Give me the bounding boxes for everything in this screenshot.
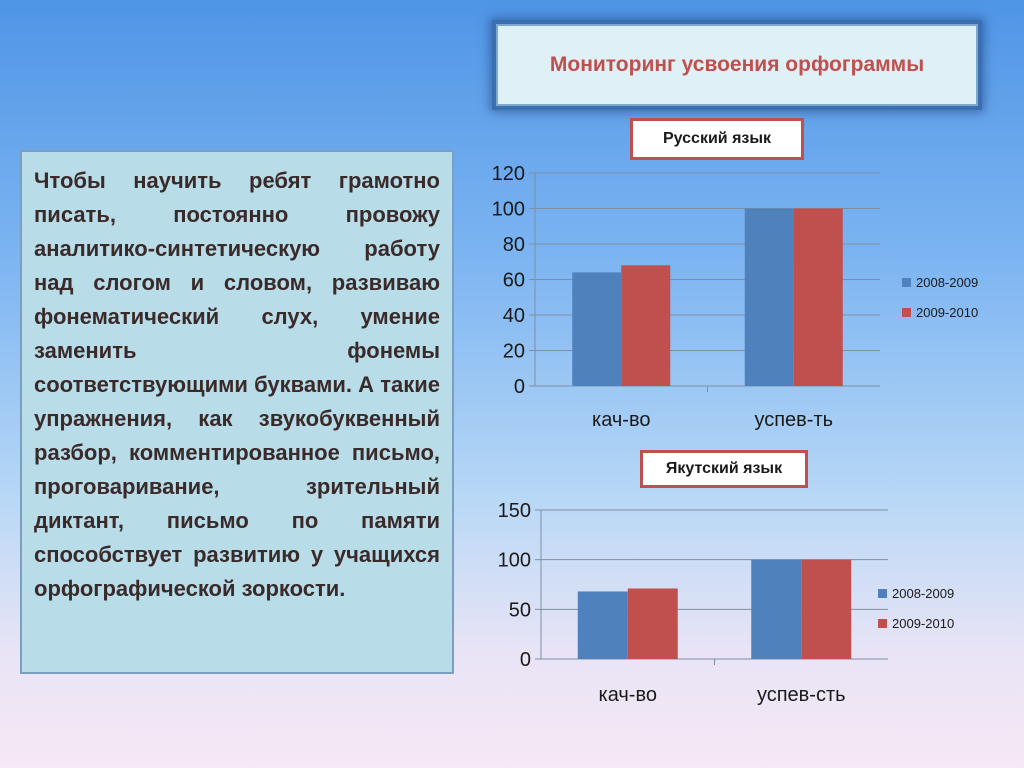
body-text: Чтобы научить ребят грамотно писать, пос… [34,168,440,601]
bar [744,208,794,386]
y-tick-label: 40 [503,305,525,327]
x-tick-label: кач-во [592,409,650,431]
bar [751,559,802,659]
title-box: Мониторинг усвоения орфограммы [496,24,978,106]
bar [572,272,622,386]
legend-label: 2009-2010 [892,616,954,631]
legend-swatch [902,308,911,317]
y-tick-label: 150 [498,500,531,522]
y-tick-label: 50 [509,599,531,621]
bar [627,588,678,659]
y-tick-label: 120 [492,163,525,185]
bar [621,265,671,386]
y-tick-label: 100 [498,550,531,572]
y-tick-label: 80 [503,234,525,256]
legend-swatch [902,278,911,287]
y-tick-label: 60 [503,270,525,292]
legend-swatch [878,619,887,628]
text-box: Чтобы научить ребят грамотно писать, пос… [20,150,454,674]
bar [577,591,628,659]
chart-2-title: Якутский язык [640,450,808,488]
x-tick-label: успев-ть [754,409,833,431]
x-tick-label: успев-сть [757,684,846,706]
y-tick-label: 0 [520,649,531,671]
bar [793,208,843,386]
legend-label: 2009-2010 [916,305,978,320]
chart-1-title: Русский язык [630,118,804,160]
legend-label: 2008-2009 [916,275,978,290]
page-title: Мониторинг усвоения орфограммы [549,53,925,76]
x-tick-label: кач-во [599,684,657,706]
y-tick-label: 20 [503,341,525,363]
legend-label: 2008-2009 [892,586,954,601]
y-tick-label: 0 [514,376,525,398]
y-tick-label: 100 [492,199,525,221]
legend-swatch [878,589,887,598]
bar [801,559,852,659]
